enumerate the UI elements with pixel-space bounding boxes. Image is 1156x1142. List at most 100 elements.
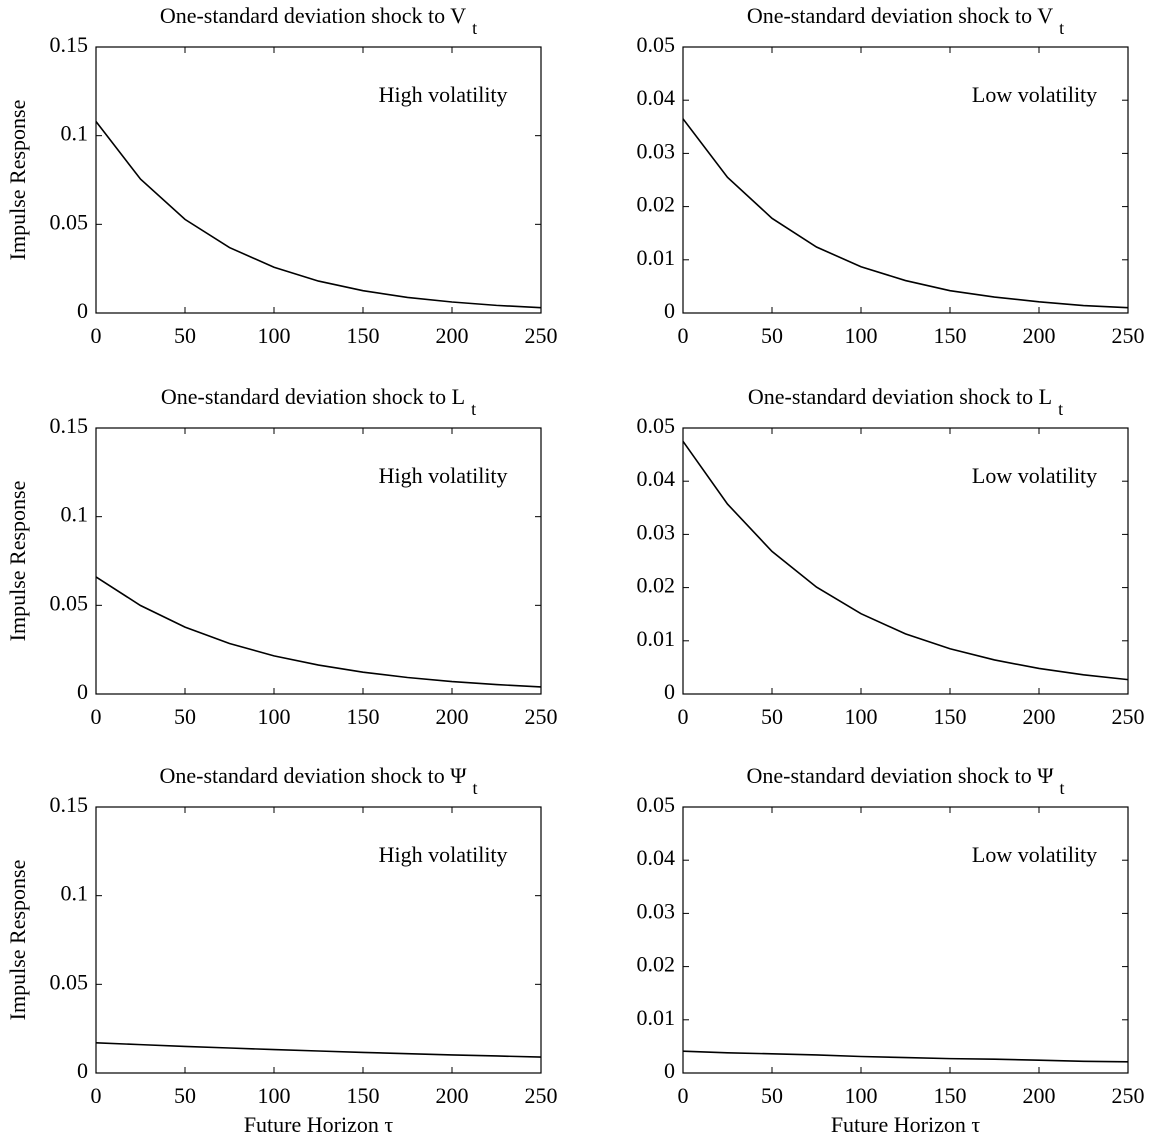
x-tick-label: 100 — [845, 704, 878, 729]
annotation: High volatility — [379, 82, 508, 107]
x-tick-label: 250 — [525, 704, 558, 729]
y-tick-label: 0 — [77, 679, 88, 704]
x-tick-label: 250 — [1112, 704, 1145, 729]
title-text: One-standard deviation shock to Ψ — [159, 763, 467, 788]
y-tick-label: 0.02 — [637, 952, 676, 977]
plot-frame — [95, 46, 542, 314]
x-tick-label: 250 — [525, 1083, 558, 1108]
x-tick-label: 50 — [174, 1083, 196, 1108]
x-tick-label: 0 — [678, 323, 689, 348]
x-tick-label: 100 — [845, 1083, 878, 1108]
y-tick-label: 0.04 — [637, 845, 676, 870]
y-tick-label: 0.1 — [61, 121, 89, 146]
line-series — [95, 120, 542, 309]
title-text: One-standard deviation shock to L — [161, 384, 465, 409]
y-tick-label: 0.15 — [50, 413, 89, 438]
plot-frame — [682, 46, 1129, 314]
annotation: High volatility — [379, 842, 508, 867]
x-tick-label: 50 — [761, 1083, 783, 1108]
x-tick-label: 100 — [258, 323, 291, 348]
x-tick-label: 150 — [934, 704, 967, 729]
y-tick-label: 0 — [664, 1058, 675, 1083]
plot-frame — [95, 806, 542, 1074]
y-tick-label: 0.03 — [637, 898, 676, 923]
x-tick-label: 200 — [1023, 1083, 1056, 1108]
y-tick-label: 0.05 — [50, 969, 89, 994]
y-tick-label: 0.15 — [50, 32, 89, 57]
title-subscript: t — [471, 399, 476, 419]
x-tick-label: 50 — [761, 704, 783, 729]
panel-title: One-standard deviation shock to V t — [160, 3, 477, 38]
y-axis-label: Impulse Response — [5, 860, 30, 1021]
title-subscript: t — [1059, 18, 1064, 38]
plot-frame — [95, 427, 542, 695]
x-tick-label: 0 — [678, 1083, 689, 1108]
x-axis-label: Future Horizon τ — [244, 1112, 394, 1137]
panel-title: One-standard deviation shock to Ψ t — [159, 763, 477, 798]
y-tick-label: 0.1 — [61, 881, 89, 906]
x-tick-label: 150 — [347, 323, 380, 348]
x-tick-label: 50 — [174, 704, 196, 729]
x-tick-label: 100 — [258, 704, 291, 729]
panel-title: One-standard deviation shock to V t — [747, 3, 1064, 38]
annotation: Low volatility — [972, 842, 1097, 867]
panel-title: One-standard deviation shock to Ψ t — [746, 763, 1064, 798]
line-series — [95, 1042, 542, 1058]
x-tick-label: 150 — [347, 1083, 380, 1108]
x-tick-label: 200 — [436, 1083, 469, 1108]
y-tick-label: 0.02 — [637, 573, 676, 598]
y-tick-label: 0.15 — [50, 792, 89, 817]
y-tick-label: 0.02 — [637, 192, 676, 217]
y-tick-label: 0 — [77, 1058, 88, 1083]
x-tick-label: 150 — [347, 704, 380, 729]
x-tick-label: 100 — [845, 323, 878, 348]
x-tick-label: 50 — [174, 323, 196, 348]
title-subscript: t — [1058, 399, 1063, 419]
annotation: Low volatility — [972, 82, 1097, 107]
title-subscript: t — [1060, 778, 1065, 798]
x-tick-label: 200 — [1023, 323, 1056, 348]
y-tick-label: 0.05 — [50, 590, 89, 615]
x-tick-label: 50 — [761, 323, 783, 348]
y-tick-label: 0.03 — [637, 138, 676, 163]
x-tick-label: 200 — [1023, 704, 1056, 729]
y-axis-label: Impulse Response — [5, 481, 30, 642]
x-tick-label: 0 — [91, 704, 102, 729]
y-tick-label: 0.05 — [637, 32, 676, 57]
title-text: One-standard deviation shock to L — [748, 384, 1052, 409]
x-tick-label: 0 — [91, 323, 102, 348]
x-tick-label: 250 — [525, 323, 558, 348]
line-series — [95, 576, 542, 688]
x-tick-label: 100 — [258, 1083, 291, 1108]
x-tick-label: 0 — [91, 1083, 102, 1108]
y-axis-label: Impulse Response — [5, 100, 30, 261]
x-tick-label: 200 — [436, 323, 469, 348]
y-tick-label: 0.01 — [637, 626, 676, 651]
x-tick-label: 250 — [1112, 323, 1145, 348]
panel-title: One-standard deviation shock to L t — [161, 384, 476, 419]
y-tick-label: 0.04 — [637, 466, 676, 491]
y-tick-label: 0 — [664, 679, 675, 704]
title-text: One-standard deviation shock to Ψ — [746, 763, 1054, 788]
x-tick-label: 150 — [934, 323, 967, 348]
x-tick-label: 150 — [934, 1083, 967, 1108]
y-tick-label: 0.05 — [50, 209, 89, 234]
y-tick-label: 0.05 — [637, 413, 676, 438]
line-series — [682, 440, 1129, 681]
line-series — [682, 118, 1129, 309]
x-axis-label: Future Horizon τ — [831, 1112, 981, 1137]
y-tick-label: 0 — [77, 298, 88, 323]
title-text: One-standard deviation shock to V — [160, 3, 466, 28]
x-tick-label: 200 — [436, 704, 469, 729]
plot-frame — [682, 806, 1129, 1074]
y-tick-label: 0.01 — [637, 245, 676, 270]
annotation: Low volatility — [972, 463, 1097, 488]
x-tick-label: 250 — [1112, 1083, 1145, 1108]
y-tick-label: 0.1 — [61, 502, 89, 527]
y-tick-label: 0 — [664, 298, 675, 323]
panel-title: One-standard deviation shock to L t — [748, 384, 1063, 419]
y-tick-label: 0.05 — [637, 792, 676, 817]
y-tick-label: 0.04 — [637, 85, 676, 110]
title-text: One-standard deviation shock to V — [747, 3, 1053, 28]
